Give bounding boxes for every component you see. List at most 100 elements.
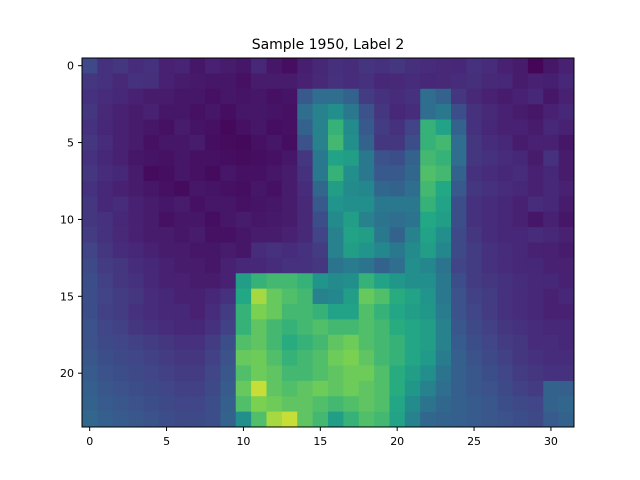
heatmap-cell — [512, 257, 529, 274]
heatmap-cell — [343, 350, 360, 366]
heatmap-cell — [389, 227, 406, 243]
heatmap-cell — [512, 242, 529, 259]
heatmap-cell — [420, 181, 436, 197]
heatmap-cell — [281, 58, 298, 74]
heatmap-cell — [358, 242, 375, 259]
heatmap-cell — [82, 411, 98, 428]
heatmap-cell — [435, 334, 452, 351]
heatmap-cell — [512, 165, 529, 182]
heatmap-cell — [112, 273, 129, 289]
heatmap-cell — [358, 58, 375, 74]
heatmap-cell — [312, 165, 329, 182]
heatmap-cell — [451, 257, 467, 274]
heatmap-cell — [543, 288, 559, 305]
heatmap-cell — [451, 304, 467, 320]
heatmap-cell — [112, 196, 129, 213]
heatmap-cell — [143, 350, 160, 366]
heatmap-cell — [97, 334, 114, 351]
heatmap-cell — [220, 181, 237, 197]
heatmap-cell — [235, 288, 252, 305]
heatmap-cell — [158, 134, 175, 151]
heatmap-cell — [235, 88, 252, 105]
heatmap-cell — [174, 334, 190, 351]
heatmap-cell — [481, 319, 498, 336]
heatmap-cell — [205, 73, 221, 90]
heatmap-cell — [143, 181, 160, 197]
heatmap-cell — [312, 396, 329, 412]
heatmap-cell — [404, 227, 421, 243]
heatmap-cell — [82, 257, 98, 274]
heatmap-cell — [527, 181, 544, 197]
heatmap-cell — [527, 365, 544, 382]
heatmap-cell — [128, 288, 144, 305]
heatmap-cell — [112, 319, 129, 336]
heatmap-cell — [128, 273, 144, 289]
heatmap-cell — [189, 242, 206, 259]
heatmap-cell — [435, 365, 452, 382]
heatmap-cell — [251, 273, 267, 289]
heatmap-cell — [220, 150, 237, 166]
heatmap-cell — [527, 58, 544, 74]
heatmap-cell — [328, 365, 344, 382]
heatmap-cell — [205, 257, 221, 274]
heatmap-cell — [358, 150, 375, 166]
heatmap-cell — [343, 119, 360, 136]
heatmap-cell — [466, 196, 483, 213]
heatmap-cell — [281, 273, 298, 289]
heatmap-cell — [328, 273, 344, 289]
heatmap-cell — [97, 181, 114, 197]
heatmap-cell — [451, 273, 467, 289]
heatmap-cell — [251, 134, 267, 151]
heatmap-cell — [358, 227, 375, 243]
heatmap-cell — [312, 211, 329, 228]
heatmap-cell — [451, 73, 467, 90]
heatmap-cell — [128, 334, 144, 351]
heatmap-cell — [266, 411, 283, 428]
heatmap-cell — [143, 119, 160, 136]
heatmap-cell — [312, 150, 329, 166]
heatmap-cell — [235, 257, 252, 274]
heatmap-cell — [158, 242, 175, 259]
y-tick-label: 0 — [67, 60, 74, 73]
heatmap-cell — [343, 288, 360, 305]
heatmap-cell — [481, 165, 498, 182]
heatmap-cell — [328, 88, 344, 105]
heatmap-cell — [297, 119, 313, 136]
heatmap-cell — [343, 88, 360, 105]
heatmap-cell — [174, 181, 190, 197]
heatmap-cell — [266, 380, 283, 397]
heatmap-cell — [497, 88, 513, 105]
heatmap-cell — [481, 257, 498, 274]
heatmap-cell — [527, 165, 544, 182]
heatmap-cell — [420, 304, 436, 320]
heatmap-cell — [235, 350, 252, 366]
heatmap-cell — [281, 73, 298, 90]
heatmap-cell — [374, 134, 390, 151]
heatmap-cell — [543, 411, 559, 428]
heatmap-cell — [158, 365, 175, 382]
heatmap-cell — [266, 88, 283, 105]
heatmap-cell — [251, 396, 267, 412]
heatmap-cell — [451, 134, 467, 151]
heatmap-cell — [82, 396, 98, 412]
heatmap-cell — [220, 273, 237, 289]
heatmap-cell — [435, 273, 452, 289]
heatmap-cell — [128, 88, 144, 105]
heatmap-cell — [435, 319, 452, 336]
heatmap-cell — [420, 165, 436, 182]
heatmap-cell — [205, 304, 221, 320]
heatmap-cell — [143, 88, 160, 105]
heatmap-cell — [128, 242, 144, 259]
heatmap-cell — [481, 181, 498, 197]
heatmap-cell — [328, 288, 344, 305]
heatmap-cell — [481, 58, 498, 74]
heatmap-cell — [389, 242, 406, 259]
heatmap-cell — [466, 104, 483, 120]
heatmap-cell — [297, 58, 313, 74]
heatmap-cell — [497, 58, 513, 74]
heatmap-cell — [497, 365, 513, 382]
heatmap-cell — [251, 257, 267, 274]
heatmap-cell — [328, 227, 344, 243]
heatmap-cell — [158, 165, 175, 182]
heatmap-cell — [389, 58, 406, 74]
